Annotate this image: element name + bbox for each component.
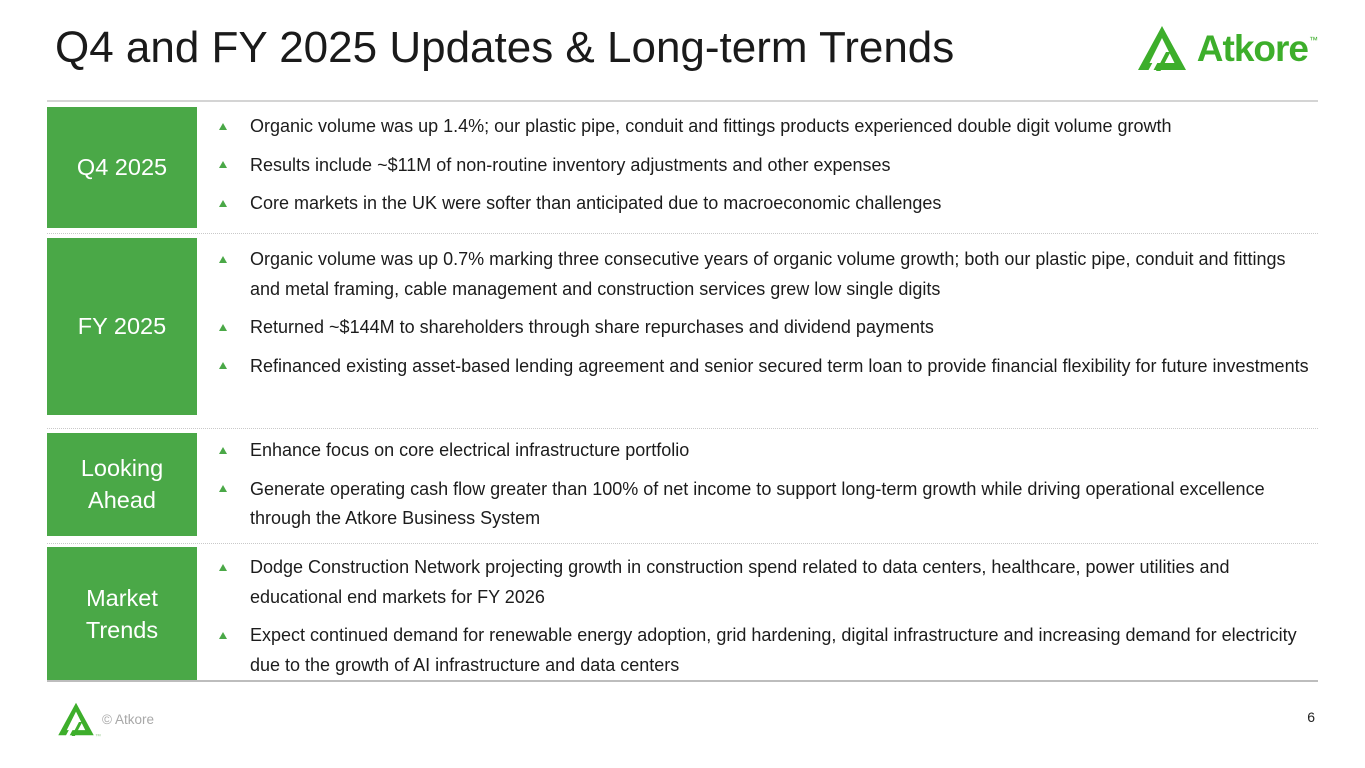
bullet-list: Enhance focus on core electrical infrast… [210, 436, 1318, 543]
bullet-item: Core markets in the UK were softer than … [210, 189, 1318, 219]
atkore-triangle-icon [1137, 26, 1186, 71]
bullet-item: Enhance focus on core electrical infrast… [210, 436, 1318, 466]
section-separator [47, 543, 1318, 544]
section-looking-ahead: Looking Ahead Enhance focus on core elec… [0, 433, 1365, 543]
triangle-bullet-icon [219, 199, 227, 207]
section-label: Market Trends [85, 585, 159, 643]
bullet-text: Enhance focus on core electrical infrast… [250, 440, 690, 460]
section-label-box: Looking Ahead [47, 433, 197, 536]
bullet-text: Organic volume was up 1.4%; our plastic … [250, 116, 1172, 136]
footer-divider-line [47, 680, 1318, 682]
atkore-wordmark: Atkore™ [1197, 30, 1318, 67]
section-label: FY 2025 [77, 312, 167, 339]
bullet-item: Organic volume was up 1.4%; our plastic … [210, 112, 1318, 142]
section-label: Looking Ahead [80, 455, 164, 513]
section-separator [47, 428, 1318, 429]
atkore-wordmark-text: Atkore [1196, 27, 1309, 69]
title-divider-line [47, 100, 1318, 102]
bullet-item: Organic volume was up 0.7% marking three… [210, 245, 1318, 304]
triangle-bullet-icon [219, 446, 227, 454]
section-label-box: Market Trends [47, 547, 197, 682]
triangle-bullet-icon [219, 631, 227, 639]
triangle-bullet-icon [219, 485, 227, 492]
bullet-text: Generate operating cash flow greater tha… [250, 478, 1265, 529]
bullet-item: Dodge Construction Network projecting gr… [210, 553, 1318, 612]
bullet-text: Returned ~$144M to shareholders through … [250, 317, 934, 337]
bullet-item: Refinanced existing asset-based lending … [210, 352, 1318, 382]
section-separator [47, 233, 1318, 234]
bullet-text: Organic volume was up 0.7% marking three… [250, 249, 1286, 299]
footer-trademark-symbol: ™ [95, 734, 101, 740]
bullet-item: Expect continued demand for renewable en… [210, 621, 1318, 680]
bullet-item: Returned ~$144M to shareholders through … [210, 313, 1318, 343]
section-label: Q4 2025 [76, 153, 168, 180]
bullet-item: Results include ~$11M of non-routine inv… [210, 151, 1318, 181]
section-label-box: Q4 2025 [47, 107, 197, 228]
section-fy-2025: FY 2025 Organic volume was up 0.7% marki… [0, 238, 1365, 428]
triangle-bullet-icon [219, 161, 227, 168]
bullet-list: Organic volume was up 1.4%; our plastic … [210, 112, 1318, 228]
bullet-text: Refinanced existing asset-based lending … [250, 355, 1309, 376]
section-label-box: FY 2025 [47, 238, 197, 415]
triangle-bullet-icon [219, 255, 227, 263]
triangle-bullet-icon [219, 122, 227, 130]
page-number: 6 [1307, 709, 1315, 725]
bullet-text: Expect continued demand for renewable en… [250, 625, 1297, 675]
bullet-text: Core markets in the UK were softer than … [250, 193, 942, 213]
section-market-trends: Market Trends Dodge Construction Network… [0, 547, 1365, 683]
section-q4-2025: Q4 2025 Organic volume was up 1.4%; our … [0, 107, 1365, 233]
triangle-bullet-icon [219, 563, 227, 571]
bullet-item: Generate operating cash flow greater tha… [210, 475, 1318, 534]
footer-copyright: © Atkore [102, 712, 154, 727]
atkore-logo: Atkore™ [1136, 22, 1318, 74]
footer-atkore-triangle-icon [57, 702, 95, 741]
triangle-bullet-icon [219, 362, 227, 369]
bullet-list: Organic volume was up 0.7% marking three… [210, 245, 1318, 390]
triangle-bullet-icon [219, 323, 227, 331]
slide-title: Q4 and FY 2025 Updates & Long-term Trend… [55, 23, 955, 72]
bullet-text: Results include ~$11M of non-routine inv… [250, 154, 891, 175]
bullet-list: Dodge Construction Network projecting gr… [210, 553, 1318, 689]
bullet-text: Dodge Construction Network projecting gr… [250, 557, 1230, 607]
trademark-symbol: ™ [1309, 34, 1318, 45]
